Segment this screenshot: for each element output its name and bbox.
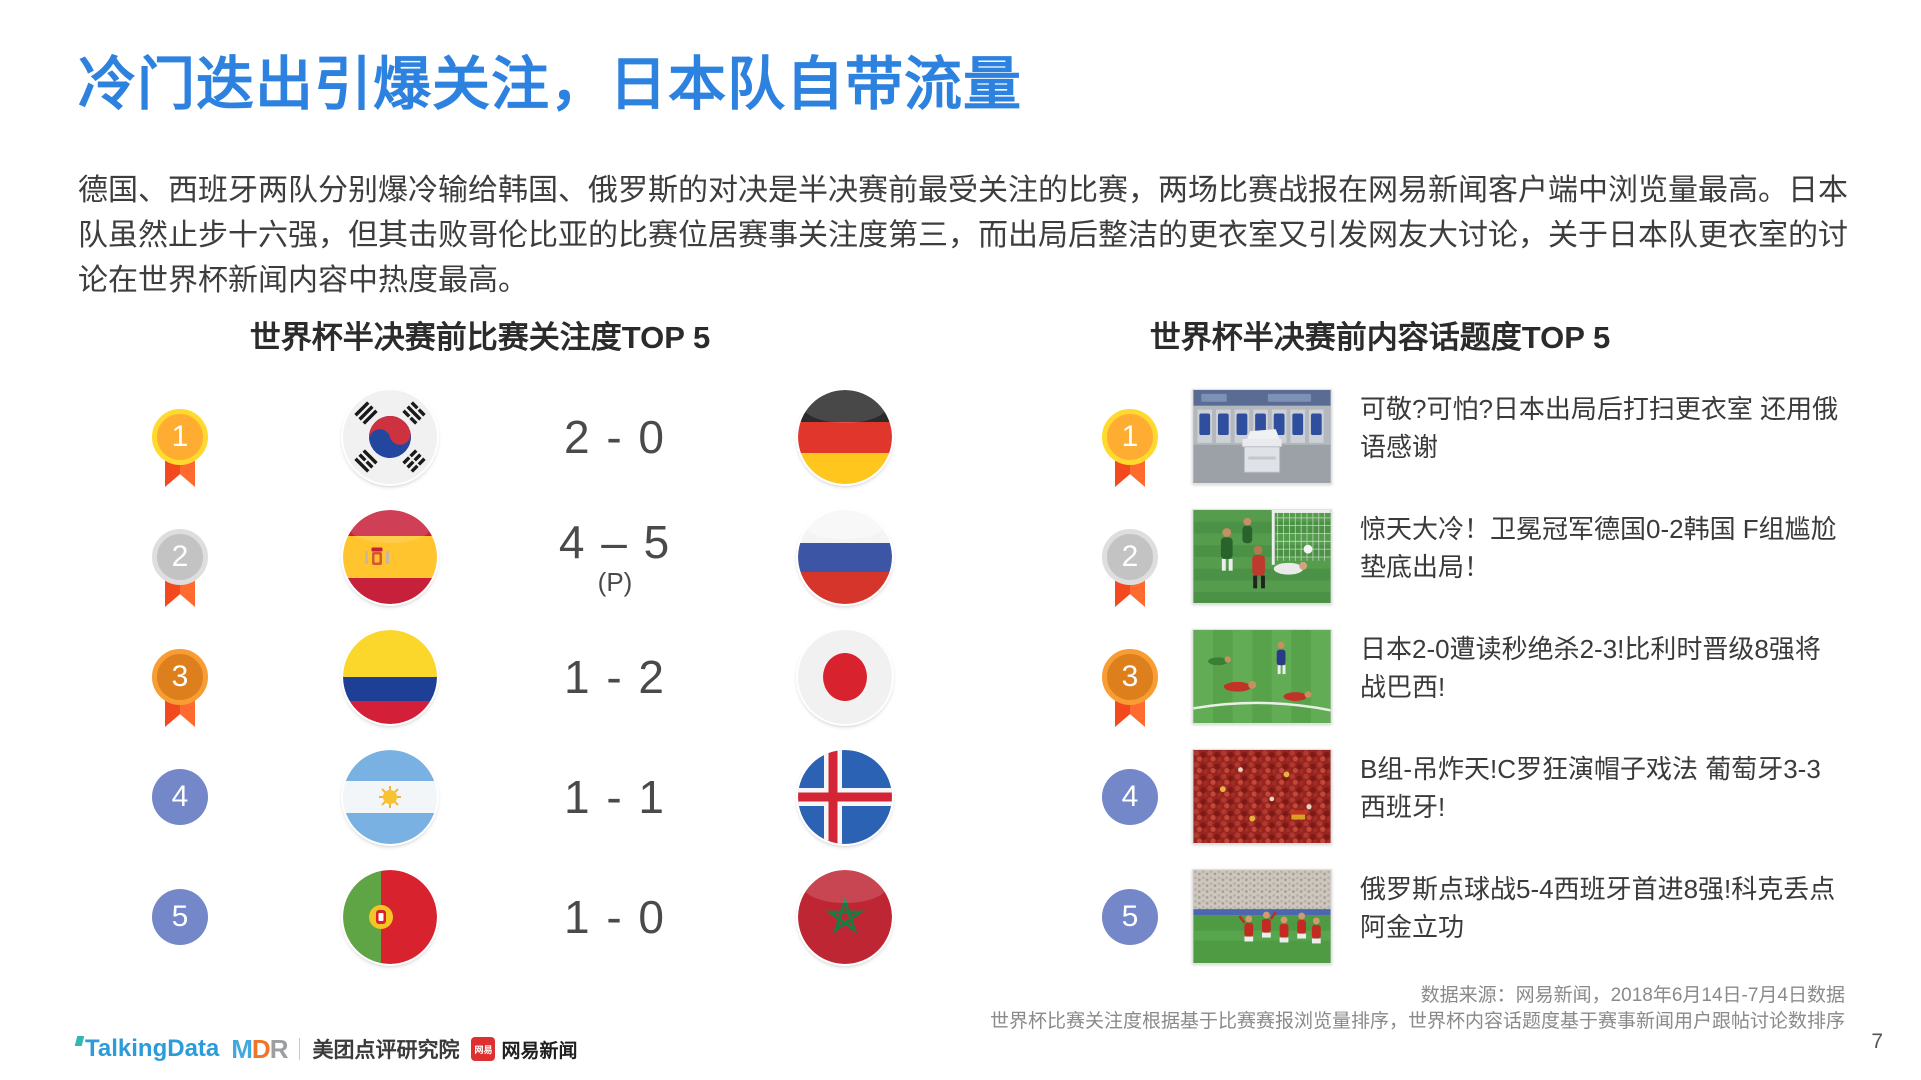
topic-title: 惊天大冷！卫冕冠军德国0-2韩国 F组尴尬垫底出局！	[1360, 514, 1837, 582]
japan-belgium-pitch-photo	[1192, 629, 1332, 724]
russia-celebration-photo	[1192, 869, 1332, 964]
talkingdata-tick-icon	[74, 1036, 85, 1046]
match-score: 1 - 1	[563, 771, 667, 823]
portugal-spain-fans-photo	[1192, 749, 1332, 844]
match-score: 1 - 0	[563, 891, 667, 943]
page-number: 7	[1871, 1030, 1883, 1053]
topic-title: 可敬?可怕?日本出局后打扫更衣室 还用俄语感谢	[1360, 394, 1839, 462]
rank-number: 4	[1102, 769, 1158, 825]
talkingdata-wordmark: TalkingData	[85, 1035, 220, 1062]
rank-circle-icon: 4	[152, 769, 208, 825]
rank-number: 1	[152, 409, 208, 465]
rank-circle-icon: 5	[1102, 889, 1158, 945]
silver-medal-icon: 2	[152, 529, 208, 607]
flag-argentina-icon	[343, 750, 437, 844]
match-table-heading: 世界杯半决赛前比赛关注度TOP 5	[249, 320, 711, 355]
topic-row-1: 1	[1080, 377, 1900, 497]
match-row-1: 1	[110, 377, 910, 497]
rank-number: 4	[152, 769, 208, 825]
bronze-medal-icon: 3	[152, 649, 208, 727]
rank-number: 2	[152, 529, 208, 585]
logo-divider	[299, 1038, 301, 1060]
flag-colombia-icon	[343, 630, 437, 724]
rank-number: 1	[1102, 409, 1158, 465]
flag-germany-icon	[798, 390, 892, 484]
rank-number: 5	[152, 889, 208, 945]
netease-icon: 网易	[471, 1037, 496, 1061]
talkingdata-logo: TalkingData	[74, 1035, 220, 1063]
match-score: 1 - 2	[563, 651, 667, 703]
match-score: 2 - 0	[563, 411, 667, 463]
rank-number: 5	[1102, 889, 1158, 945]
page-title: 冷门迭出引爆关注，日本队自带流量	[78, 52, 1023, 117]
topic-title: 俄罗斯点球战5-4西班牙首进8强!科克丢点阿金立功	[1360, 874, 1836, 942]
flag-russia-icon	[798, 510, 892, 604]
ranking-method-note: 世界杯比赛关注度根据基于比赛赛报浏览量排序，世界杯内容话题度基于赛事新闻用户跟帖…	[989, 1011, 1845, 1032]
meituan-dianping-institute-label: 美团点评研究院	[312, 1039, 460, 1062]
topic-row-4: 4 B组-吊炸天!C罗狂演帽子戏法	[1080, 737, 1900, 857]
topic-list-heading: 世界杯半决赛前内容话题度TOP 5	[1149, 320, 1611, 355]
footer-logos: TalkingData M D R 美团点评研究院 网易 网易新闻	[74, 1033, 578, 1064]
rank-number: 3	[152, 649, 208, 705]
match-row-4: 4 1 - 1	[110, 737, 910, 857]
match-row-3: 3 1 - 2	[110, 617, 910, 737]
flag-morocco-icon	[798, 870, 892, 964]
topic-row-5: 5	[1080, 857, 1900, 977]
netease-news-logo: 网易 网易新闻	[471, 1036, 578, 1063]
rank-circle-icon: 5	[152, 889, 208, 945]
topic-row-2: 2	[1080, 497, 1900, 617]
topic-title: B组-吊炸天!C罗狂演帽子戏法 葡萄牙3-3西班牙!	[1360, 754, 1821, 822]
match-row-2: 2	[110, 497, 910, 617]
flag-japan-icon	[798, 630, 892, 724]
rank-number: 2	[1102, 529, 1158, 585]
germany-korea-goal-photo	[1192, 509, 1332, 604]
netease-news-label: 网易新闻	[501, 1040, 578, 1062]
flag-portugal-icon	[343, 870, 437, 964]
match-score: 4 – 5 (P)	[558, 516, 672, 597]
japan-locker-room-photo	[1192, 389, 1332, 484]
flag-iceland-icon	[798, 750, 892, 844]
flag-south-korea-icon	[343, 390, 437, 484]
topic-row-3: 3 日本2-0遭读秒绝杀2-3!比利时晋级8强将战巴西!	[1080, 617, 1900, 737]
gold-medal-icon: 1	[152, 409, 208, 487]
match-row-5: 5 1 - 0	[110, 857, 910, 977]
gold-medal-icon: 1	[1102, 409, 1158, 487]
intro-paragraph: 德国、西班牙两队分别爆冷输给韩国、俄罗斯的对决是半决赛前最受关注的比赛，两场比赛…	[78, 174, 1848, 297]
silver-medal-icon: 2	[1102, 529, 1158, 607]
bronze-medal-icon: 3	[1102, 649, 1158, 727]
rank-number: 3	[1102, 649, 1158, 705]
mdr-logo: M D R	[231, 1033, 288, 1064]
topic-title: 日本2-0遭读秒绝杀2-3!比利时晋级8强将战巴西!	[1360, 634, 1821, 702]
flag-spain-icon	[343, 510, 437, 604]
data-source-note: 数据来源：网易新闻，2018年6月14日-7月4日数据	[1420, 985, 1845, 1006]
rank-circle-icon: 4	[1102, 769, 1158, 825]
